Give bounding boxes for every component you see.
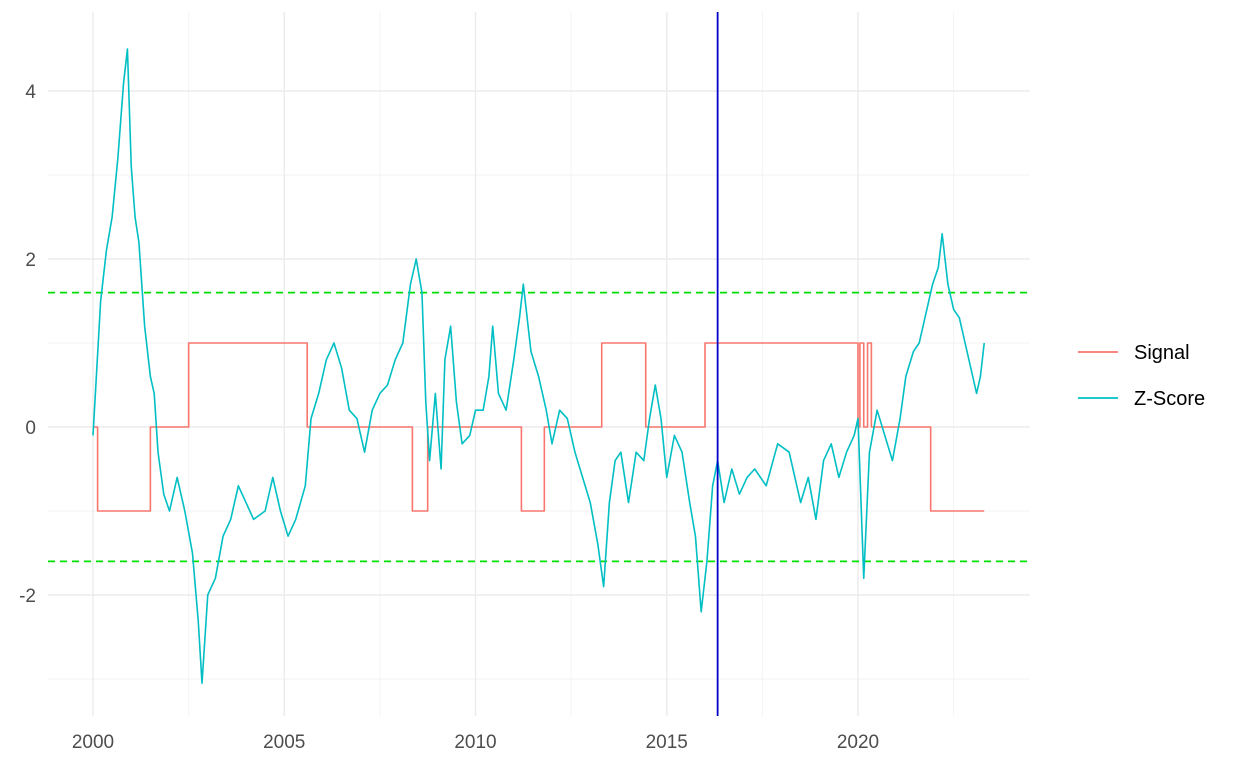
y-tick-label: -2 [19, 586, 36, 607]
x-tick-label: 2015 [646, 732, 688, 753]
x-tick-label: 2005 [263, 732, 305, 753]
x-tick-label: 2010 [454, 732, 496, 753]
x-tick-label: 2020 [837, 732, 879, 753]
series-line-z-score [92, 48, 986, 684]
legend: Signal Z-Score [1078, 342, 1205, 410]
x-tick-label: 2000 [72, 732, 114, 753]
legend-label-signal: Signal [1134, 342, 1190, 364]
y-tick-label: 4 [25, 82, 36, 103]
y-tick-label: 2 [25, 250, 36, 271]
grid [48, 12, 1030, 716]
legend-label-z-score: Z-Score [1134, 388, 1205, 410]
series-line-signal [93, 342, 985, 512]
y-tick-label: 0 [25, 418, 36, 439]
